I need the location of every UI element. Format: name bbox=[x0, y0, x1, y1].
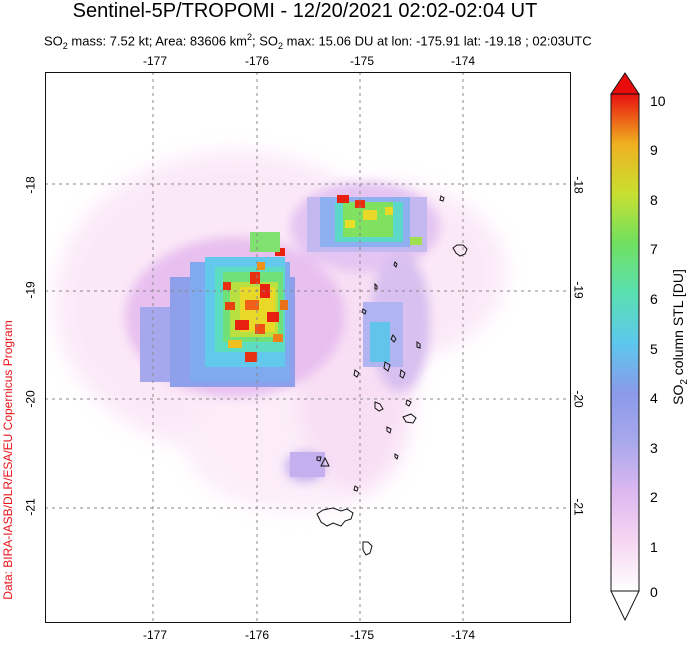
lat-tick-right-1: -18 bbox=[571, 176, 586, 194]
colorbar-tick-5: 5 bbox=[650, 341, 658, 357]
colorbar-tick-8: 8 bbox=[650, 192, 658, 208]
colorbar-tick-0: 0 bbox=[650, 584, 658, 600]
lon-tick-top-1: -177 bbox=[143, 54, 168, 68]
lat-tick-left-2: -19 bbox=[23, 281, 38, 299]
lon-tick-bottom-1: -177 bbox=[143, 628, 168, 642]
lat-tick-right-2: -19 bbox=[571, 281, 586, 299]
lon-tick-top-2: -176 bbox=[245, 54, 270, 68]
lon-tick-bottom-4: -174 bbox=[451, 628, 476, 642]
lat-tick-left-3: -20 bbox=[23, 390, 38, 408]
colorbar-title: SO2 column STL [DU] bbox=[670, 269, 690, 405]
lon-tick-top-4: -174 bbox=[451, 54, 476, 68]
so2-cloud-tail bbox=[290, 302, 403, 477]
lat-tick-right-4: -21 bbox=[571, 498, 586, 516]
colorbar-min-arrow bbox=[610, 590, 640, 622]
lat-tick-left-1: -18 bbox=[23, 176, 38, 194]
colorbar-tick-3: 3 bbox=[650, 440, 658, 456]
colorbar bbox=[610, 72, 640, 623]
colorbar-tick-2: 2 bbox=[650, 489, 658, 505]
map-title: Sentinel-5P/TROPOMI - 12/20/2021 02:02-0… bbox=[72, 0, 538, 22]
colorbar-tick-10: 10 bbox=[650, 93, 666, 109]
map-svg bbox=[45, 72, 571, 623]
data-credit: Data: BIRA-IASB/DLR/ESA/EU Copernicus Pr… bbox=[1, 320, 15, 600]
so2-cloud-north bbox=[307, 195, 427, 252]
colorbar-tick-9: 9 bbox=[650, 142, 658, 158]
lat-tick-right-3: -20 bbox=[571, 390, 586, 408]
map-subtitle: SO2 mass: 7.52 kt; Area: 83606 km2; SO2 … bbox=[44, 32, 592, 51]
colorbar-svg bbox=[610, 72, 640, 622]
map-border bbox=[45, 72, 571, 623]
colorbar-tick-4: 4 bbox=[650, 390, 658, 406]
lon-tick-bottom-3: -175 bbox=[350, 628, 375, 642]
colorbar-tick-1: 1 bbox=[650, 539, 658, 555]
map-plot-area[interactable] bbox=[45, 72, 571, 623]
colorbar-tick-6: 6 bbox=[650, 291, 658, 307]
lon-tick-top-3: -175 bbox=[350, 54, 375, 68]
colorbar-tick-7: 7 bbox=[650, 241, 658, 257]
so2-cloud-west bbox=[140, 232, 295, 387]
colorbar-max-arrow bbox=[610, 72, 640, 95]
triangle-icon bbox=[320, 456, 330, 467]
map-grid bbox=[45, 72, 571, 623]
colorbar-gradient bbox=[610, 93, 640, 592]
lon-tick-bottom-2: -176 bbox=[245, 628, 270, 642]
lat-tick-left-4: -21 bbox=[23, 498, 38, 516]
island-coastlines bbox=[316, 195, 468, 556]
